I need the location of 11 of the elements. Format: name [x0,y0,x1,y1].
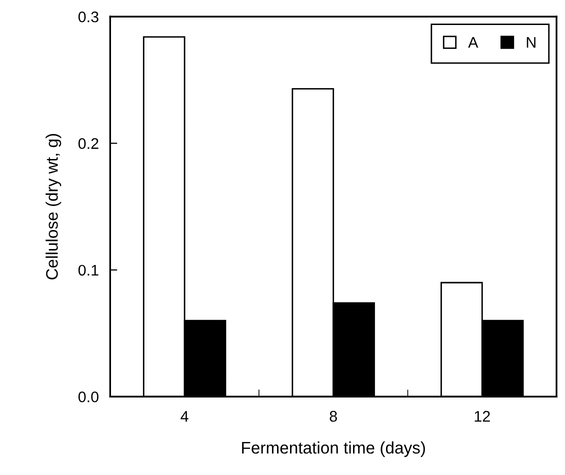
x-tick-label: 12 [474,410,490,422]
y-tick-label: 0.0 [78,391,98,402]
y-tick-label: 0.3 [78,11,98,22]
x-axis-title: Fermentation time (days) [242,441,425,457]
legend-label: A [468,37,478,48]
legend-label: N [526,37,536,48]
x-tick-label: 4 [180,411,188,422]
x-tick-label: 8 [330,410,337,422]
y-tick-label: 0.1 [78,264,98,276]
y-axis-title: Cellulose (dry wt, g) [46,134,62,280]
y-tick-label: 0.2 [78,138,98,149]
